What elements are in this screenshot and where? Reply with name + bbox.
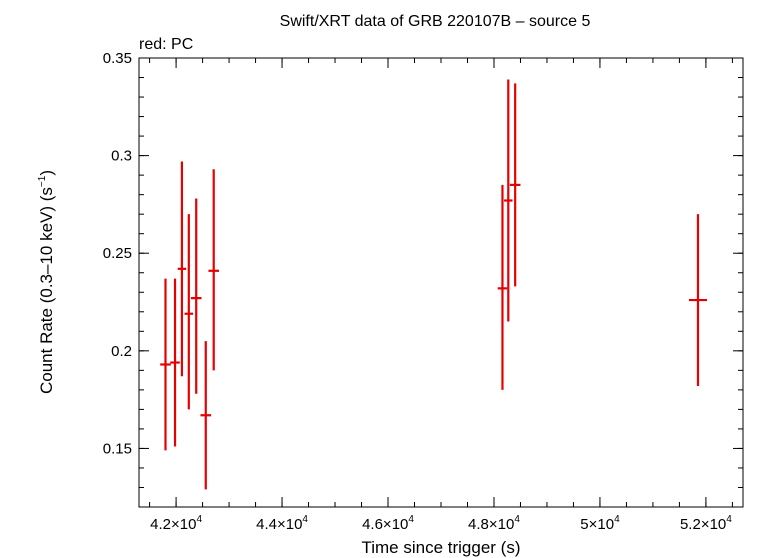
x-tick-labels: 4.2×104 4.4×104 4.6×104 4.8×104 5×104 5.2×104 [150, 514, 732, 533]
y-tick-label: 0.3 [111, 148, 132, 165]
data-point [509, 83, 521, 287]
data-points [160, 79, 707, 490]
y-axis-label-sup: −1 [37, 175, 48, 187]
x-tick-mantissa: 4.6×10 [362, 516, 408, 533]
x-tick-exponent: 4 [408, 514, 414, 525]
data-point [160, 278, 171, 451]
chart-title: Swift/XRT data of GRB 220107B – source 5 [280, 13, 591, 30]
y-tick-label: 0.15 [103, 440, 132, 457]
data-point [208, 169, 220, 371]
y-axis-label: Count Rate (0.3–10 keV) (s−1) [37, 170, 56, 394]
x-tick-mantissa: 4.4×10 [256, 516, 302, 533]
y-tick-labels: 0.15 0.2 0.25 0.3 0.35 [103, 50, 132, 457]
data-point [504, 79, 513, 322]
data-point [184, 214, 194, 410]
data-point [200, 341, 212, 490]
x-tick-label: 5.2×104 [680, 514, 732, 533]
data-point [497, 184, 508, 390]
y-axis-label-main: Count Rate (0.3–10 keV) (s [37, 187, 56, 394]
chart-subtitle: red: PC [139, 36, 193, 53]
y-axis-label-end: ) [37, 170, 56, 176]
x-tick-label: 4.8×104 [468, 514, 520, 533]
data-point [177, 161, 187, 377]
x-tick-exponent: 4 [196, 514, 202, 525]
x-tick-label: 5×104 [580, 514, 620, 533]
data-point [688, 214, 707, 386]
x-tick-label: 4.4×104 [256, 514, 308, 533]
x-tick-mantissa: 5×10 [580, 516, 614, 533]
y-tick-label: 0.2 [111, 343, 132, 360]
x-tick-mantissa: 4.2×10 [150, 516, 196, 533]
x-tick-exponent: 4 [614, 514, 620, 525]
axis-ticks [139, 57, 743, 508]
y-tick-label: 0.35 [103, 50, 132, 67]
x-tick-exponent: 4 [514, 514, 520, 525]
data-point [170, 278, 180, 447]
y-tick-label: 0.25 [103, 245, 132, 262]
data-point [190, 198, 202, 394]
x-tick-exponent: 4 [302, 514, 308, 525]
x-tick-mantissa: 5.2×10 [680, 516, 726, 533]
x-tick-label: 4.6×104 [362, 514, 414, 533]
x-axis-label: Time since trigger (s) [361, 538, 520, 557]
x-tick-mantissa: 4.8×10 [468, 516, 514, 533]
plot-frame [138, 57, 744, 508]
x-tick-exponent: 4 [726, 514, 732, 525]
x-tick-label: 4.2×104 [150, 514, 202, 533]
